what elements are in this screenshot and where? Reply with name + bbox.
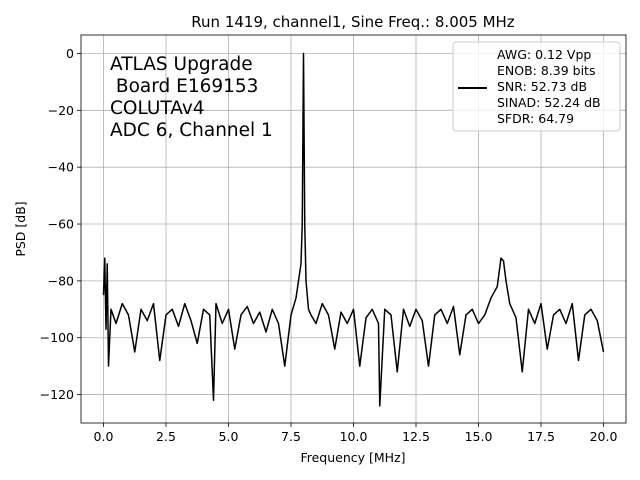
y-tick-label: −20 xyxy=(48,103,74,118)
x-tick-label: 17.5 xyxy=(527,429,555,444)
y-tick-label: 0 xyxy=(66,46,74,61)
series-line xyxy=(102,52,605,407)
legend-entry-line: SNR: 52.73 dB xyxy=(497,79,587,94)
data-series xyxy=(102,52,605,407)
x-tick-label: 15.0 xyxy=(465,429,493,444)
y-tick-label: −40 xyxy=(48,160,74,175)
x-tick-label: 10.0 xyxy=(340,429,368,444)
x-tick-label: 12.5 xyxy=(402,429,430,444)
x-tick-label: 7.5 xyxy=(281,429,301,444)
legend-entry-line: SFDR: 64.79 xyxy=(497,111,574,126)
legend-box xyxy=(452,41,621,132)
legend-entry-line: ENOB: 8.39 bits xyxy=(497,63,595,78)
tick-labels: 0.0 2.5 5.0 7.5 10.0 12.5 15.0 17.5 20.0 0 −20 −40 −… xyxy=(40,46,618,444)
x-axis-label: Frequency [MHz] xyxy=(300,450,405,465)
x-tick-label: 5.0 xyxy=(219,429,239,444)
legend-entry-line: SINAD: 52.24 dB xyxy=(497,95,601,110)
y-tick-label: −80 xyxy=(48,273,74,288)
annotation-line: ADC 6, Channel 1 xyxy=(110,120,273,141)
annotation-line: ATLAS Upgrade xyxy=(110,54,253,75)
x-tick-label: 2.5 xyxy=(156,429,176,444)
x-tick-label: 20.0 xyxy=(590,429,618,444)
x-tick-label: 0.0 xyxy=(94,429,114,444)
y-axis-label: PSD [dB] xyxy=(13,201,28,256)
legend-entry-line: AWG: 0.12 Vpp xyxy=(497,47,591,62)
axes-frame xyxy=(80,34,627,424)
annotation-line: Board E169153 xyxy=(110,76,258,97)
y-tick-label: −60 xyxy=(48,217,74,232)
axes xyxy=(77,34,627,427)
annotation-line: COLUTAv4 xyxy=(110,98,205,119)
y-tick-label: −120 xyxy=(40,387,74,402)
y-tick-label: −100 xyxy=(40,330,74,345)
chart-title: Run 1419, channel1, Sine Freq.: 8.005 MH… xyxy=(191,13,515,31)
